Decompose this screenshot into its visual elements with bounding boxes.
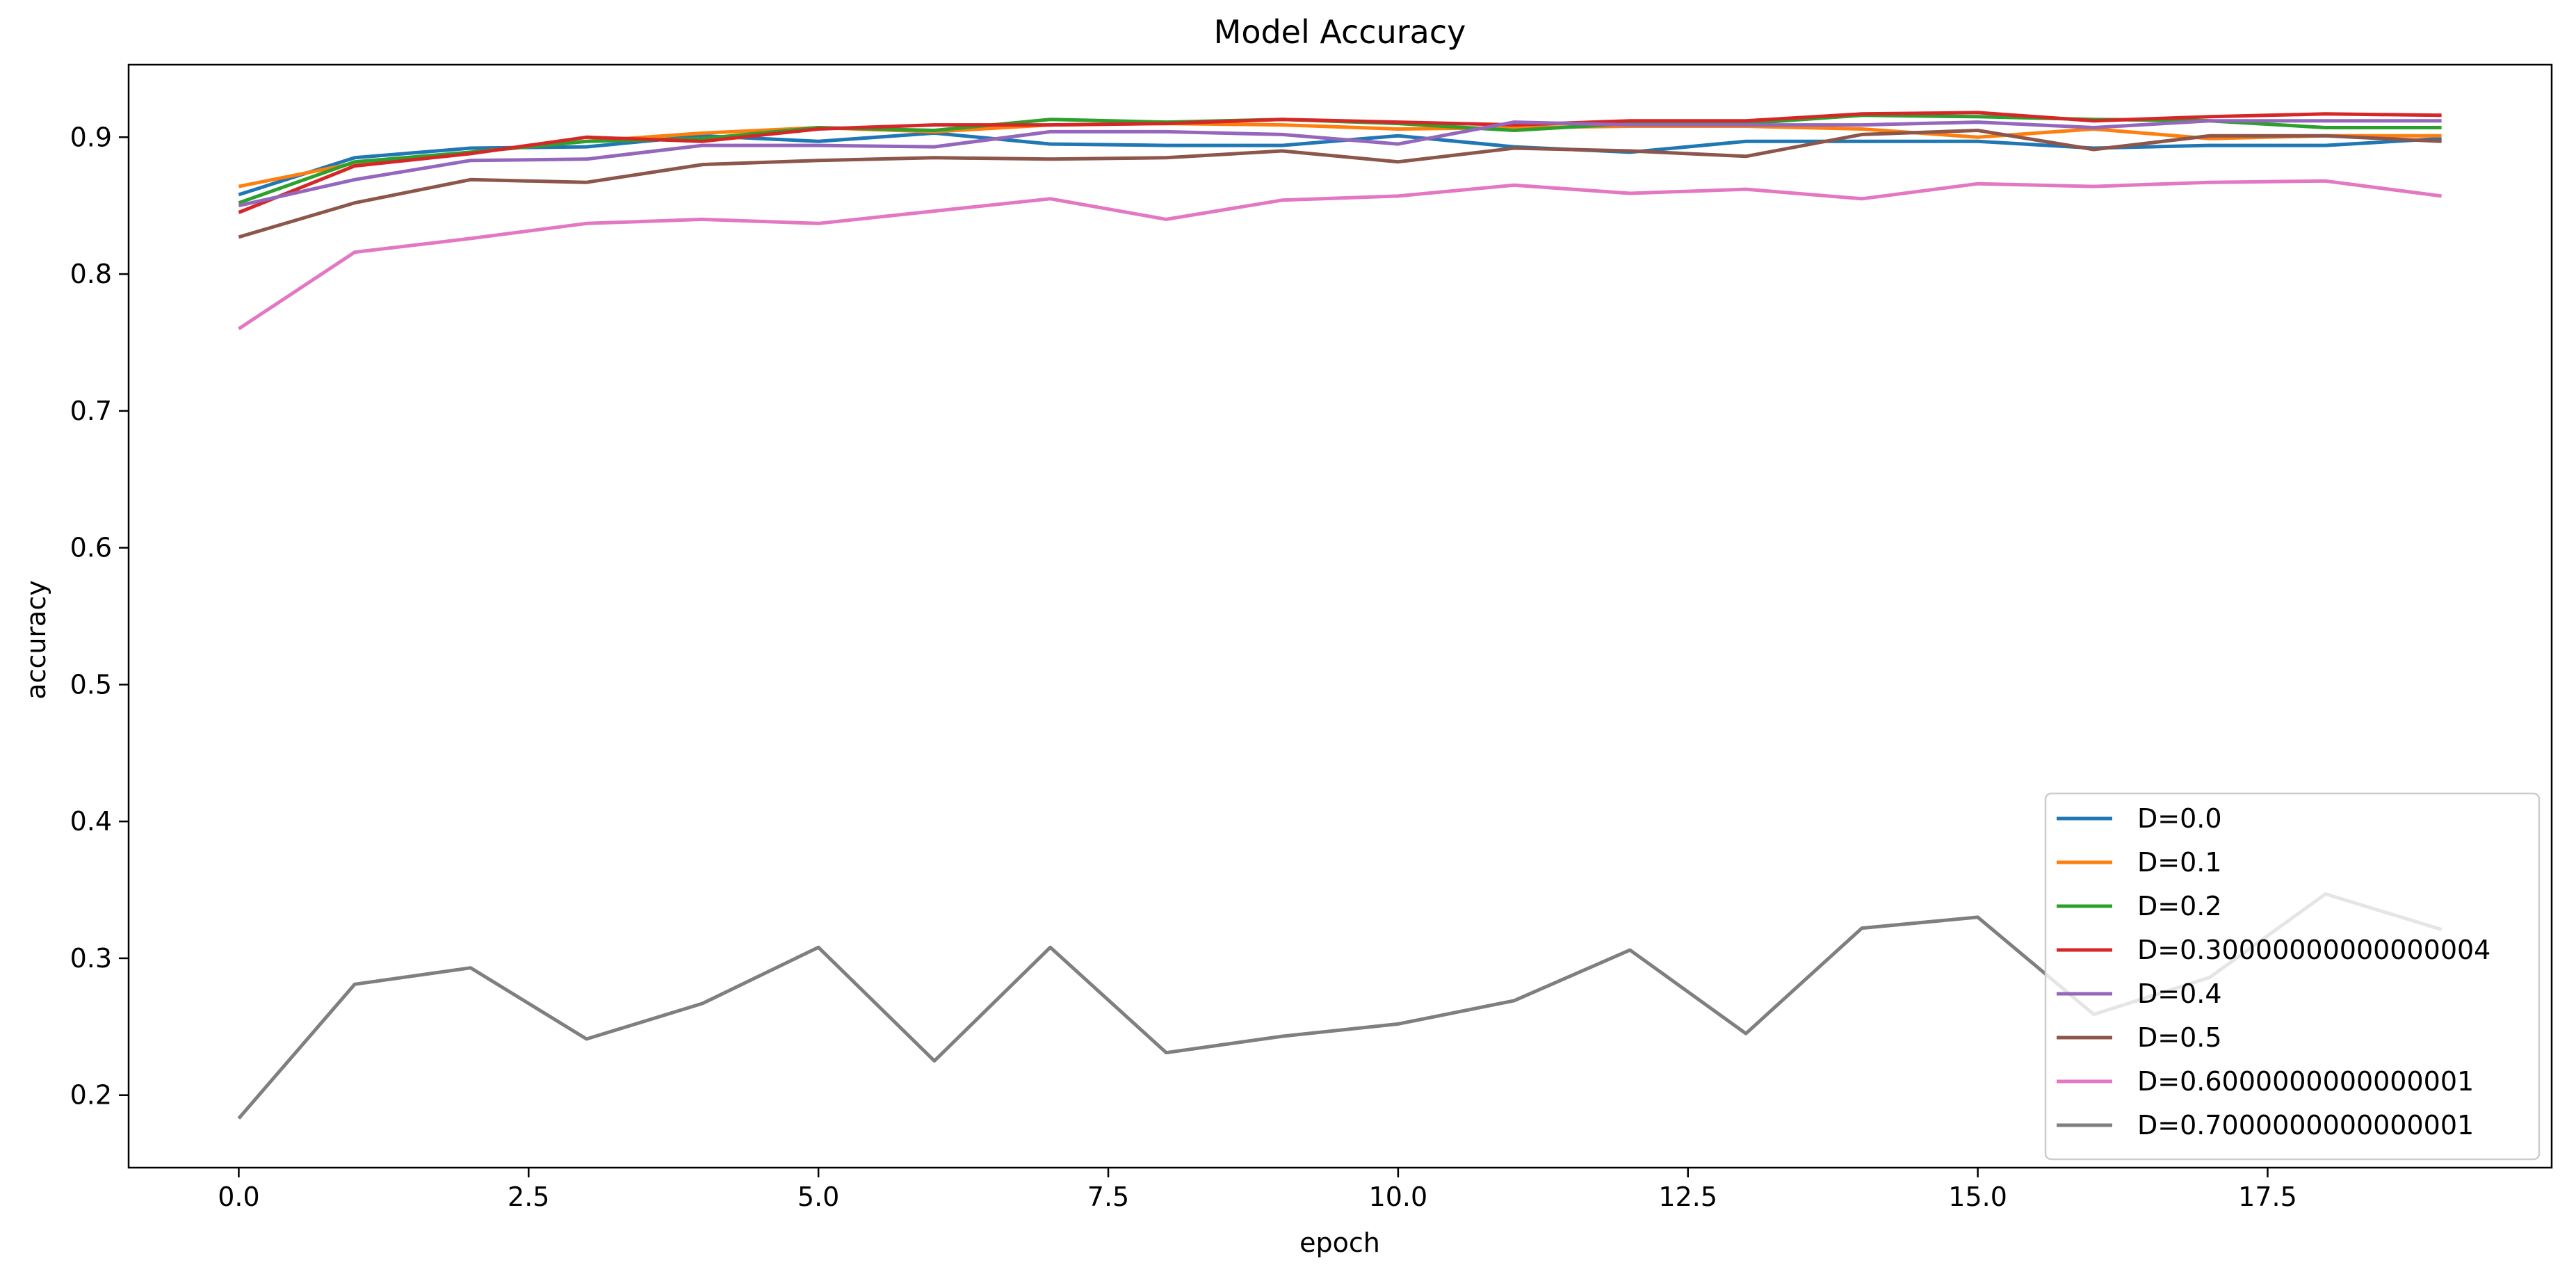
series-line-4 xyxy=(238,119,2442,208)
legend-label: D=0.0 xyxy=(2137,803,2222,834)
y-axis: 0.2 0.3 0.4 0.5 0.6 0.7 0.8 0.9 xyxy=(70,122,129,1111)
y-tick-label: 0.7 xyxy=(70,396,112,426)
x-axis-label: epoch xyxy=(1299,1227,1380,1258)
y-tick-label: 0.5 xyxy=(70,669,112,700)
legend-label: D=0.30000000000000004 xyxy=(2137,935,2490,965)
legend-label: D=0.6000000000000001 xyxy=(2137,1066,2474,1097)
x-tick-label: 17.5 xyxy=(2238,1182,2297,1212)
legend-label: D=0.2 xyxy=(2137,891,2222,921)
y-tick-label: 0.9 xyxy=(70,122,112,152)
axes-frame xyxy=(127,63,2553,1169)
x-tick-label: 7.5 xyxy=(1087,1182,1129,1212)
x-axis: 0.0 2.5 5.0 7.5 10.0 12.5 15.0 17.5 xyxy=(218,1168,2297,1212)
y-tick-label: 0.4 xyxy=(70,806,112,837)
x-tick-label: 12.5 xyxy=(1658,1182,1717,1212)
x-tick-label: 2.5 xyxy=(508,1182,549,1212)
legend-label: D=0.1 xyxy=(2137,847,2222,878)
series-line-3 xyxy=(238,111,2442,214)
y-axis-label: accuracy xyxy=(21,580,51,699)
x-tick-label: 5.0 xyxy=(797,1182,839,1212)
series-line-5 xyxy=(238,129,2442,239)
chart-title: Model Accuracy xyxy=(1214,13,1466,51)
legend-label: D=0.4 xyxy=(2137,978,2222,1009)
x-tick-label: 0.0 xyxy=(218,1182,259,1212)
legend-label: D=0.7000000000000001 xyxy=(2137,1110,2474,1141)
x-tick-label: 15.0 xyxy=(1948,1182,2007,1212)
legend: D=0.0 D=0.1 D=0.2 D=0.30000000000000004 D=0.… xyxy=(2044,792,2541,1161)
y-tick-label: 0.6 xyxy=(70,533,112,563)
legend-label: D=0.5 xyxy=(2137,1022,2222,1053)
series-line-6 xyxy=(238,179,2442,330)
y-tick-label: 0.3 xyxy=(70,943,112,974)
y-tick-label: 0.8 xyxy=(70,259,112,289)
legend-box xyxy=(2044,792,2541,1161)
y-tick-label: 0.2 xyxy=(70,1080,112,1111)
x-tick-label: 10.0 xyxy=(1369,1182,1428,1212)
plot-area xyxy=(237,111,2443,1120)
